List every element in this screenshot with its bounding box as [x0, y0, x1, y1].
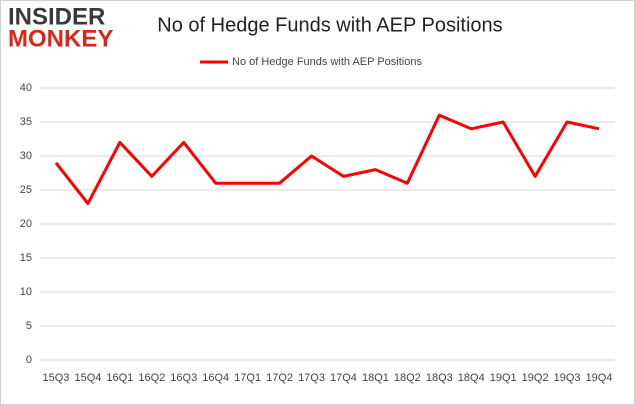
logo-bottom: MONKEY	[8, 25, 113, 52]
x-tick-label: 16Q4	[202, 372, 229, 384]
x-tick-label: 18Q2	[394, 372, 421, 384]
x-tick-label: 16Q3	[170, 372, 197, 384]
logo-top: INSIDER	[8, 3, 105, 30]
y-tick-label: 10	[20, 286, 32, 298]
y-tick-label: 40	[20, 82, 32, 94]
x-tick-label: 18Q1	[362, 372, 389, 384]
y-tick-label: 20	[20, 218, 32, 230]
x-tick-label: 19Q3	[554, 372, 581, 384]
legend-label: No of Hedge Funds with AEP Positions	[232, 56, 422, 68]
y-tick-label: 0	[26, 354, 32, 366]
data-line	[54, 113, 600, 206]
x-tick-label: 17Q3	[298, 372, 325, 384]
x-tick-label: 15Q4	[74, 372, 101, 384]
x-tick-label: 17Q2	[266, 372, 293, 384]
x-tick-label: 16Q1	[106, 372, 133, 384]
x-tick-label: 18Q4	[458, 372, 485, 384]
x-tick-label: 17Q4	[330, 372, 357, 384]
chart-title: No of Hedge Funds with AEP Positions	[157, 14, 502, 36]
x-tick-label: 19Q4	[586, 372, 613, 384]
x-tick-label: 18Q3	[426, 372, 453, 384]
y-tick-label: 5	[26, 320, 32, 332]
x-tick-label: 19Q2	[522, 372, 549, 384]
y-tick-label: 35	[20, 116, 32, 128]
x-tick-label: 15Q3	[43, 372, 70, 384]
y-tick-label: 15	[20, 252, 32, 264]
y-tick-label: 30	[20, 150, 32, 162]
y-tick-label: 25	[20, 184, 32, 196]
x-tick-label: 19Q1	[490, 372, 517, 384]
x-tick-label: 16Q2	[138, 372, 165, 384]
x-tick-label: 17Q1	[234, 372, 261, 384]
